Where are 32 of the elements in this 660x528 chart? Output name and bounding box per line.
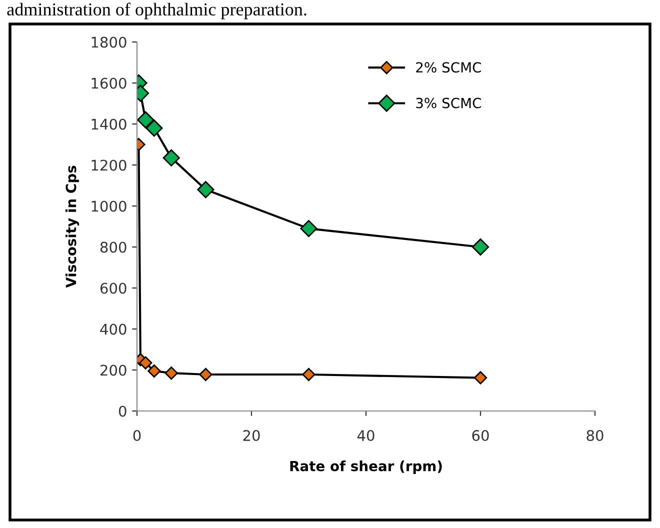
point [197, 181, 214, 198]
y-tick-label: 200 [100, 364, 126, 376]
legend-label: 3% SCMC [416, 98, 481, 108]
x-tick-label: 0 [133, 430, 141, 442]
x-axis-title: Rate of shear (rpm) [290, 460, 442, 474]
y-tick-label: 1400 [92, 118, 126, 130]
y-tick-label: 1800 [92, 36, 126, 48]
y-tick-label: 600 [100, 282, 126, 294]
point [139, 356, 152, 370]
y-tick-label: 1200 [92, 160, 126, 171]
y-tick-label: 1600 [92, 78, 126, 89]
point [148, 364, 161, 378]
y-tick-label: 1000 [92, 200, 126, 212]
point [199, 368, 212, 382]
x-tick-label: 60 [472, 430, 489, 442]
point [146, 120, 163, 137]
x-tick-label: 40 [357, 430, 374, 442]
text: administration of ophthalmic preparation. [7, 2, 306, 20]
point [302, 368, 316, 382]
point [300, 220, 318, 238]
y-tick-label: 800 [100, 242, 126, 253]
x-tick-label: 20 [243, 430, 260, 442]
y-tick-label: 400 [100, 324, 126, 335]
point [162, 149, 180, 166]
point [472, 238, 490, 256]
legend-label: 2% SCMC [416, 62, 481, 73]
y-axis-title: Viscosity in Cps [66, 166, 80, 288]
point [474, 371, 488, 384]
y-tick-label: 0 [118, 406, 126, 417]
x-tick-label: 80 [586, 430, 604, 442]
point [137, 111, 154, 128]
point [164, 366, 178, 380]
